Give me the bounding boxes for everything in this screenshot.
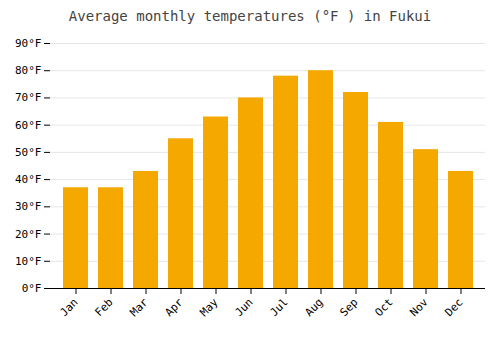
svg-text:50°F: 50°F [15,146,42,159]
svg-text:Aug: Aug [302,296,325,319]
svg-text:60°F: 60°F [15,119,42,132]
svg-text:Jun: Jun [232,296,255,319]
svg-text:May: May [197,295,221,319]
svg-text:Jul: Jul [267,296,290,319]
svg-text:20°F: 20°F [15,228,42,241]
svg-text:Nov: Nov [407,295,431,319]
svg-text:Sep: Sep [337,296,360,319]
svg-text:90°F: 90°F [15,37,42,50]
svg-text:30°F: 30°F [15,200,42,213]
svg-text:Oct: Oct [372,296,395,319]
svg-text:40°F: 40°F [15,173,42,186]
html-text:Average monthly temperatures (: Average monthly temperatures (°F ) in Fu… [68,8,432,24]
svg-text:Dec: Dec [442,296,465,319]
svg-text:10°F: 10°F [15,255,42,268]
svg-text:Jan: Jan [57,296,80,319]
svg-text:Apr: Apr [162,295,186,319]
svg-text:Feb: Feb [92,296,115,319]
svg-text:0°F: 0°F [22,282,42,295]
svg-text:70°F: 70°F [15,91,42,104]
svg-text:80°F: 80°F [15,64,42,77]
svg-text:Mar: Mar [127,295,151,319]
